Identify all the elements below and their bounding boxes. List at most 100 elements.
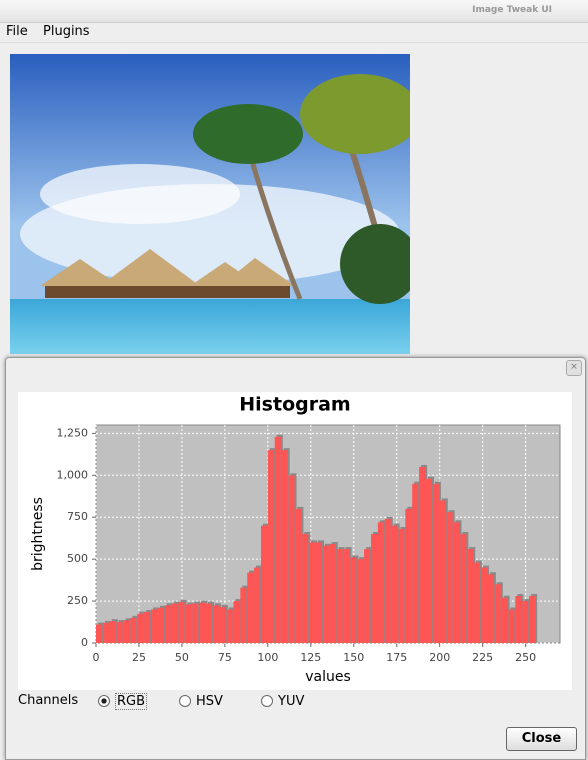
title-bar: Image Tweak UI bbox=[0, 0, 588, 23]
bar bbox=[123, 620, 130, 643]
bar bbox=[295, 508, 302, 643]
y-tick-label: 250 bbox=[67, 594, 88, 607]
bar bbox=[192, 603, 199, 643]
bar bbox=[178, 601, 185, 643]
bar bbox=[357, 559, 364, 643]
bar bbox=[329, 544, 336, 643]
bar bbox=[370, 534, 378, 643]
x-tick-label: 50 bbox=[175, 651, 189, 664]
radio-circle[interactable] bbox=[179, 695, 191, 707]
bar bbox=[260, 525, 268, 643]
radio-label: RGB bbox=[115, 692, 148, 710]
window-title: Image Tweak UI bbox=[472, 5, 552, 15]
dialog-close-icon[interactable]: × bbox=[566, 360, 582, 376]
bar bbox=[494, 584, 501, 643]
bar bbox=[432, 483, 439, 643]
y-tick-label: 0 bbox=[81, 636, 88, 649]
menu-item[interactable]: Plugins bbox=[43, 24, 90, 39]
bar bbox=[336, 549, 343, 643]
bar bbox=[137, 613, 144, 643]
x-tick-label: 225 bbox=[472, 651, 493, 664]
channel-radio[interactable]: RGB bbox=[98, 692, 148, 710]
close-button[interactable]: Close bbox=[506, 727, 577, 751]
y-tick-label: 1,000 bbox=[57, 468, 89, 481]
bar bbox=[109, 621, 116, 643]
bar bbox=[364, 549, 371, 643]
radio-label: YUV bbox=[278, 693, 305, 709]
bar bbox=[288, 475, 295, 643]
bar bbox=[219, 606, 226, 643]
bar bbox=[267, 450, 274, 643]
x-tick-label: 200 bbox=[429, 651, 450, 664]
bar bbox=[412, 483, 419, 643]
bar bbox=[212, 605, 219, 643]
bar bbox=[274, 436, 281, 643]
x-tick-label: 25 bbox=[132, 651, 146, 664]
bar bbox=[150, 609, 158, 643]
bar bbox=[419, 466, 426, 643]
photo bbox=[10, 54, 410, 354]
radio-circle[interactable] bbox=[98, 695, 110, 707]
x-tick-label: 100 bbox=[257, 651, 278, 664]
bar bbox=[315, 542, 323, 643]
bar bbox=[425, 478, 433, 643]
bar bbox=[377, 522, 384, 643]
y-tick-label: 1,250 bbox=[57, 426, 89, 439]
menu-bar: File Plugins bbox=[0, 23, 588, 43]
bar bbox=[439, 500, 446, 643]
histogram-chart: Histogram 0 25 50 75 100 125 150 175 200 225 250 0 25… bbox=[18, 392, 572, 690]
chart-title: Histogram bbox=[239, 394, 350, 416]
bar bbox=[384, 518, 391, 643]
bar bbox=[157, 607, 164, 643]
y-tick-label: 500 bbox=[67, 552, 88, 565]
channels-label: Channels bbox=[18, 693, 79, 708]
bar bbox=[302, 534, 309, 643]
bar bbox=[171, 603, 178, 643]
channel-radio[interactable]: YUV bbox=[261, 693, 304, 709]
bar bbox=[116, 622, 123, 643]
bar bbox=[199, 602, 206, 643]
x-axis-label: values bbox=[305, 669, 351, 685]
bar bbox=[254, 567, 261, 643]
bar bbox=[102, 622, 109, 643]
bar bbox=[185, 604, 192, 643]
bar bbox=[460, 534, 467, 643]
bar bbox=[96, 624, 103, 643]
bar bbox=[233, 601, 240, 643]
bar bbox=[240, 587, 247, 643]
bar bbox=[281, 450, 288, 643]
bar bbox=[350, 557, 357, 643]
bar bbox=[453, 522, 460, 643]
bar bbox=[144, 611, 151, 643]
x-tick-label: 175 bbox=[386, 651, 407, 664]
bar bbox=[467, 549, 474, 643]
bar bbox=[164, 605, 171, 643]
bar bbox=[446, 512, 453, 643]
bar bbox=[343, 549, 350, 643]
bar bbox=[487, 574, 494, 643]
bar bbox=[309, 542, 316, 643]
bar bbox=[391, 525, 398, 643]
bar bbox=[480, 567, 488, 643]
bar bbox=[522, 601, 529, 643]
bar bbox=[130, 617, 137, 643]
y-tick-label: 750 bbox=[67, 510, 88, 523]
channel-radio[interactable]: HSV bbox=[179, 693, 223, 709]
bar bbox=[515, 596, 522, 643]
bar bbox=[398, 528, 405, 643]
bar bbox=[529, 596, 536, 643]
radio-label: HSV bbox=[196, 693, 223, 709]
bar bbox=[205, 603, 213, 643]
bar bbox=[247, 572, 254, 643]
x-tick-label: 75 bbox=[218, 651, 232, 664]
bar bbox=[226, 609, 233, 643]
y-axis-label: brightness bbox=[30, 497, 46, 571]
x-tick-label: 250 bbox=[515, 651, 536, 664]
radio-circle[interactable] bbox=[261, 695, 273, 707]
menu-item[interactable]: File bbox=[6, 24, 28, 39]
bar bbox=[508, 609, 515, 643]
x-tick-label: 150 bbox=[343, 651, 364, 664]
bar bbox=[405, 508, 412, 643]
bar bbox=[501, 597, 508, 643]
